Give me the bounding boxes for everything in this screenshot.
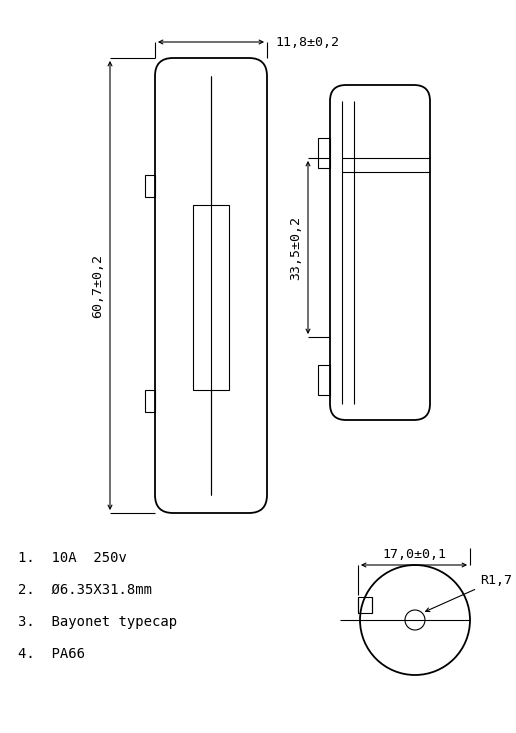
Bar [318, 365, 330, 395]
Bar [145, 175, 155, 197]
Text: 4.  PA66: 4. PA66 [18, 647, 85, 661]
Bar [318, 138, 330, 168]
Text: 60,7±0,2: 60,7±0,2 [91, 254, 105, 317]
Bar [193, 205, 229, 390]
Text: 2.  Ø6.35X31.8mm: 2. Ø6.35X31.8mm [18, 583, 152, 597]
Bar [358, 597, 372, 613]
Text: 11,8±0,2: 11,8±0,2 [275, 35, 339, 48]
Text: R1,7: R1,7 [426, 573, 512, 611]
Text: 3.  Bayonet typecap: 3. Bayonet typecap [18, 615, 177, 629]
Text: 33,5±0,2: 33,5±0,2 [289, 216, 302, 279]
Bar [145, 390, 155, 412]
Text: 1.  10A  250v: 1. 10A 250v [18, 551, 127, 565]
Text: 17,0±0,1: 17,0±0,1 [382, 548, 446, 561]
